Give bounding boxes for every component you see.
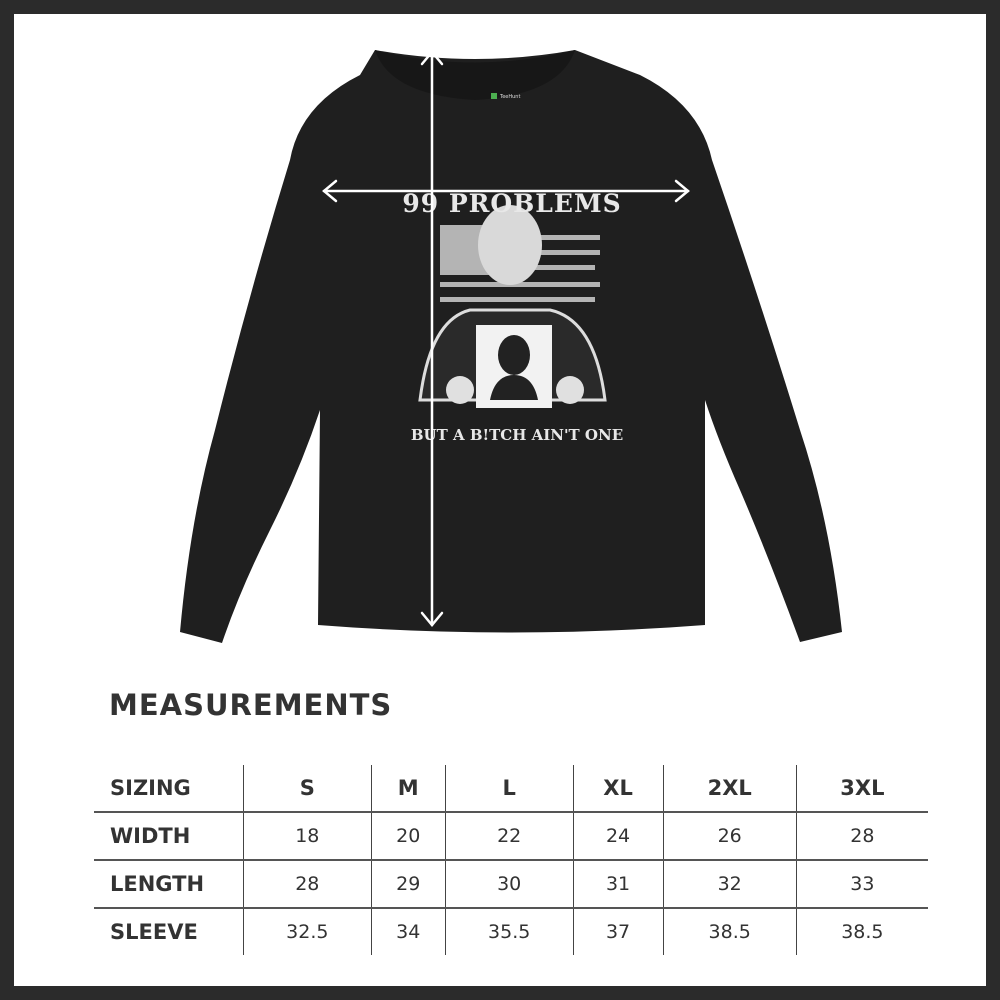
cell: 32.5 <box>243 907 372 955</box>
print-graphic <box>418 205 607 408</box>
cell: 30 <box>444 859 573 908</box>
row-label: LENGTH <box>94 859 244 908</box>
size-chart-table: SIZING S M L XL 2XL 3XL WIDTH 18 20 22 2… <box>94 765 928 955</box>
shirt-illustration: TeeHunt 99 PROBLEMS BUT A B!TCH AIN'T ON… <box>180 50 842 643</box>
print-top-text: 99 PROBLEMS <box>402 189 621 218</box>
header-cell: XL <box>572 765 664 812</box>
table-row-sleeve: SLEEVE 32.5 34 35.5 37 38.5 38.5 <box>94 907 928 955</box>
cell: 38.5 <box>795 907 928 955</box>
cell: 37 <box>572 907 664 955</box>
header-cell: M <box>370 765 446 812</box>
cell: 29 <box>370 859 446 908</box>
cell: 24 <box>572 811 664 860</box>
cell: 28 <box>795 811 928 860</box>
row-label: WIDTH <box>94 811 244 860</box>
cell: 18 <box>243 811 372 860</box>
header-cell: 3XL <box>795 765 928 812</box>
header-cell: SIZING <box>110 776 191 800</box>
table-row-length: LENGTH 28 29 30 31 32 33 <box>94 859 928 908</box>
measurement-arrows <box>322 50 690 627</box>
cell: 28 <box>243 859 372 908</box>
measurements-title: MEASUREMENTS <box>109 688 393 722</box>
row-label: SLEEVE <box>94 907 244 955</box>
table-header-row: SIZING S M L XL 2XL 3XL <box>94 765 928 812</box>
brand-tag: TeeHunt <box>499 94 520 100</box>
header-cell: L <box>444 765 573 812</box>
cell: 26 <box>662 811 797 860</box>
cell: 34 <box>370 907 446 955</box>
cell: 35.5 <box>444 907 573 955</box>
cell: 31 <box>572 859 664 908</box>
cell: 20 <box>370 811 446 860</box>
cell: 22 <box>444 811 573 860</box>
cell: 33 <box>795 859 928 908</box>
table-row-width: WIDTH 18 20 22 24 26 28 <box>94 811 928 860</box>
cell: 38.5 <box>662 907 797 955</box>
cell: 32 <box>662 859 797 908</box>
header-cell: 2XL <box>662 765 797 812</box>
header-cell: S <box>243 765 372 812</box>
print-bottom-text: BUT A B!TCH AIN'T ONE <box>411 426 623 444</box>
